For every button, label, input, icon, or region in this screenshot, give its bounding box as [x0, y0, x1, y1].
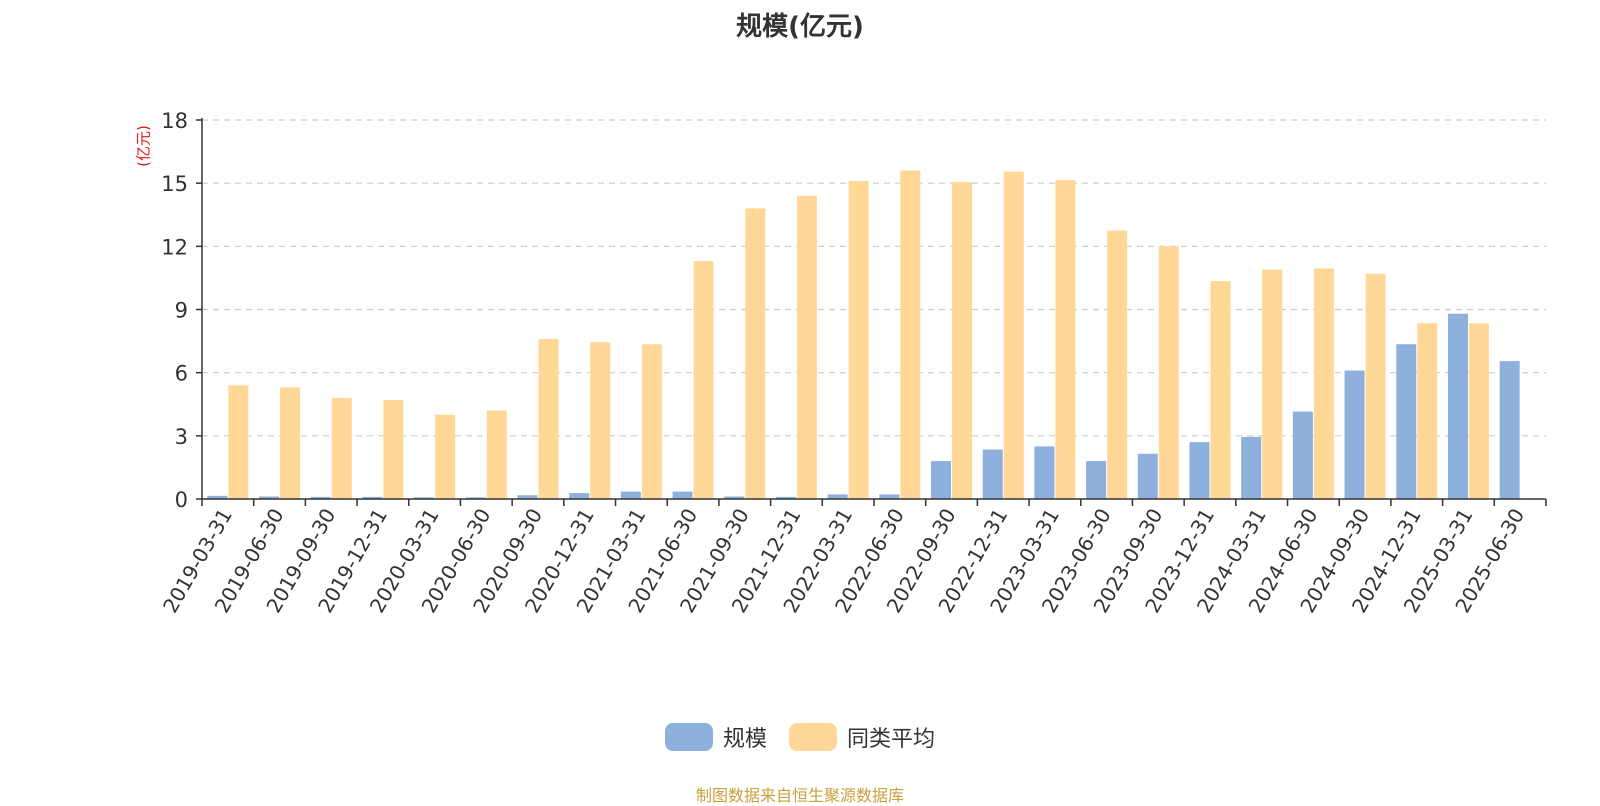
source-note: 制图数据来自恒生聚源数据库	[695, 786, 904, 805]
bar-scale	[1034, 446, 1055, 499]
bar-peer-average	[796, 195, 817, 500]
bar-peer-average	[900, 170, 921, 499]
legend-label-scale: 规模	[722, 727, 767, 752]
bar-scale	[465, 497, 486, 499]
legend-label-peer-average: 同类平均	[847, 727, 936, 752]
bar-scale	[1499, 361, 1520, 499]
bar-scale	[775, 496, 796, 499]
legend-swatch-peer-average	[789, 723, 837, 751]
chart-title: 规模(亿元)	[736, 12, 864, 42]
bar-scale	[620, 491, 641, 499]
bar-peer-average	[1417, 323, 1438, 499]
bar-peer-average	[952, 182, 973, 500]
bar-scale	[259, 496, 280, 499]
bar-scale	[672, 491, 693, 499]
bar-peer-average	[693, 261, 714, 499]
bar-peer-average	[538, 338, 559, 499]
bar-peer-average	[1158, 246, 1179, 499]
y-tick-label: 12	[161, 235, 188, 259]
bar-scale	[569, 493, 590, 499]
legend-swatch-scale	[664, 723, 713, 751]
bar-scale	[827, 494, 848, 499]
bar-peer-average	[228, 385, 249, 499]
bar-scale	[1344, 370, 1365, 499]
bar-scale	[517, 495, 538, 499]
bar-scale	[310, 496, 331, 499]
bar-peer-average	[486, 410, 507, 499]
bar-scale	[879, 494, 900, 499]
bars	[207, 170, 1520, 500]
bar-scale	[207, 495, 228, 499]
legend-item-peer-average[interactable]: 同类平均	[789, 721, 935, 753]
bar-scale	[1241, 436, 1262, 499]
bar-peer-average	[641, 344, 662, 499]
bar-peer-average	[1468, 323, 1489, 499]
bar-scale	[724, 496, 745, 499]
bar-peer-average	[1055, 180, 1076, 499]
bar-scale	[1292, 411, 1313, 499]
bar-scale	[1086, 461, 1107, 499]
bar-scale	[362, 496, 383, 499]
bar-peer-average	[331, 397, 352, 499]
bar-peer-average	[745, 208, 766, 499]
y-tick-label: 9	[175, 299, 188, 323]
bar-scale	[414, 497, 435, 499]
bar-scale	[1189, 442, 1210, 499]
bar-peer-average	[280, 387, 301, 499]
grid-lines	[202, 119, 1546, 437]
bar-scale	[982, 449, 1003, 499]
bar-peer-average	[1107, 230, 1128, 500]
bar-peer-average	[1365, 273, 1386, 499]
legend-item-scale[interactable]: 规模	[664, 721, 767, 753]
y-tick-label: 6	[175, 362, 188, 386]
y-tick-label: 15	[161, 172, 188, 196]
bar-scale	[931, 461, 952, 499]
y-tick-label: 3	[175, 425, 188, 449]
bar-peer-average	[1313, 268, 1334, 499]
bar-peer-average	[383, 400, 404, 499]
bar-scale	[1396, 344, 1417, 499]
y-tick-label: 0	[175, 488, 188, 512]
bar-peer-average	[590, 342, 611, 499]
bar-peer-average	[435, 414, 456, 499]
bar-peer-average	[848, 181, 869, 499]
bar-peer-average	[1003, 171, 1024, 499]
bar-chart: 03691215182019-03-312019-06-302019-09-30…	[158, 109, 1547, 617]
y-tick-label: 18	[161, 109, 188, 133]
bar-scale	[1447, 313, 1468, 499]
legend: 规模 同类平均	[0, 721, 1600, 753]
bar-peer-average	[1210, 281, 1231, 499]
bar-scale	[1137, 453, 1158, 499]
bar-peer-average	[1262, 269, 1283, 499]
